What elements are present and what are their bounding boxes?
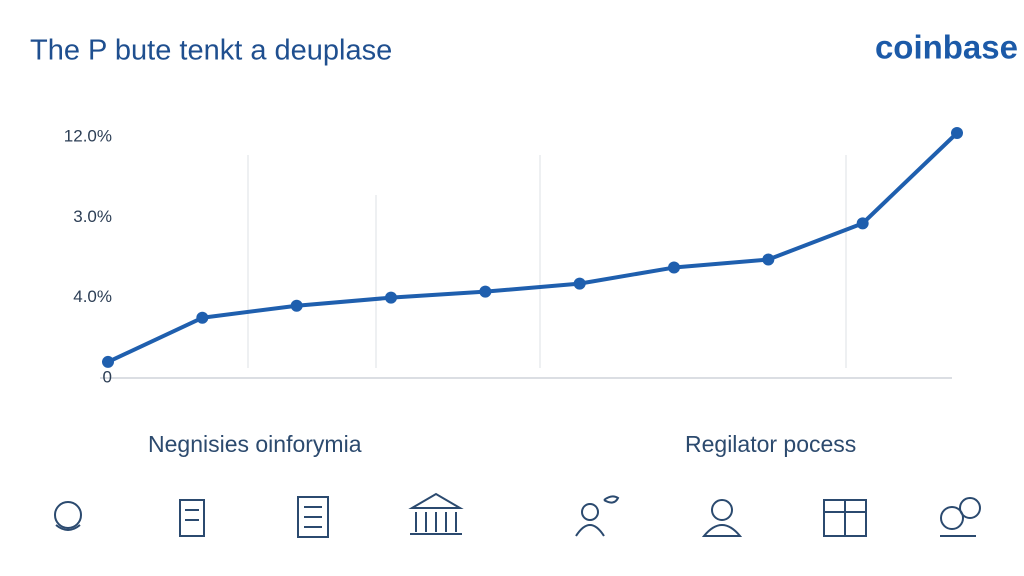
- data-line: [107, 131, 959, 364]
- annotation: Regilator pocess: [685, 431, 856, 457]
- brand-logo: coinbase: [875, 29, 1018, 66]
- icons: [54, 492, 981, 538]
- icon: [179, 499, 205, 537]
- data-point: [290, 299, 303, 312]
- icon: [54, 501, 82, 531]
- data-point: [668, 261, 680, 274]
- data-point: [951, 127, 963, 139]
- icon: [297, 496, 329, 538]
- data-point: [102, 355, 114, 368]
- data-point: [573, 277, 586, 290]
- annotation: Negnisies oinforymia: [148, 431, 362, 457]
- icon: [575, 495, 620, 537]
- icon: [701, 499, 743, 537]
- data-point: [385, 291, 397, 304]
- data-point: [479, 285, 492, 298]
- data-point: [762, 253, 775, 266]
- icon: [408, 492, 464, 535]
- chart-title: The P bute tenkt a deuplase: [30, 35, 392, 67]
- icon: [823, 499, 867, 537]
- icon: [940, 497, 981, 537]
- y-tick-label: 0: [103, 367, 112, 386]
- y-tick-label: 12.0%: [64, 126, 112, 145]
- data-point: [856, 217, 869, 230]
- y-tick-label: 3.0%: [73, 207, 112, 226]
- y-tick-label: 4.0%: [73, 287, 112, 306]
- data-point: [196, 311, 209, 324]
